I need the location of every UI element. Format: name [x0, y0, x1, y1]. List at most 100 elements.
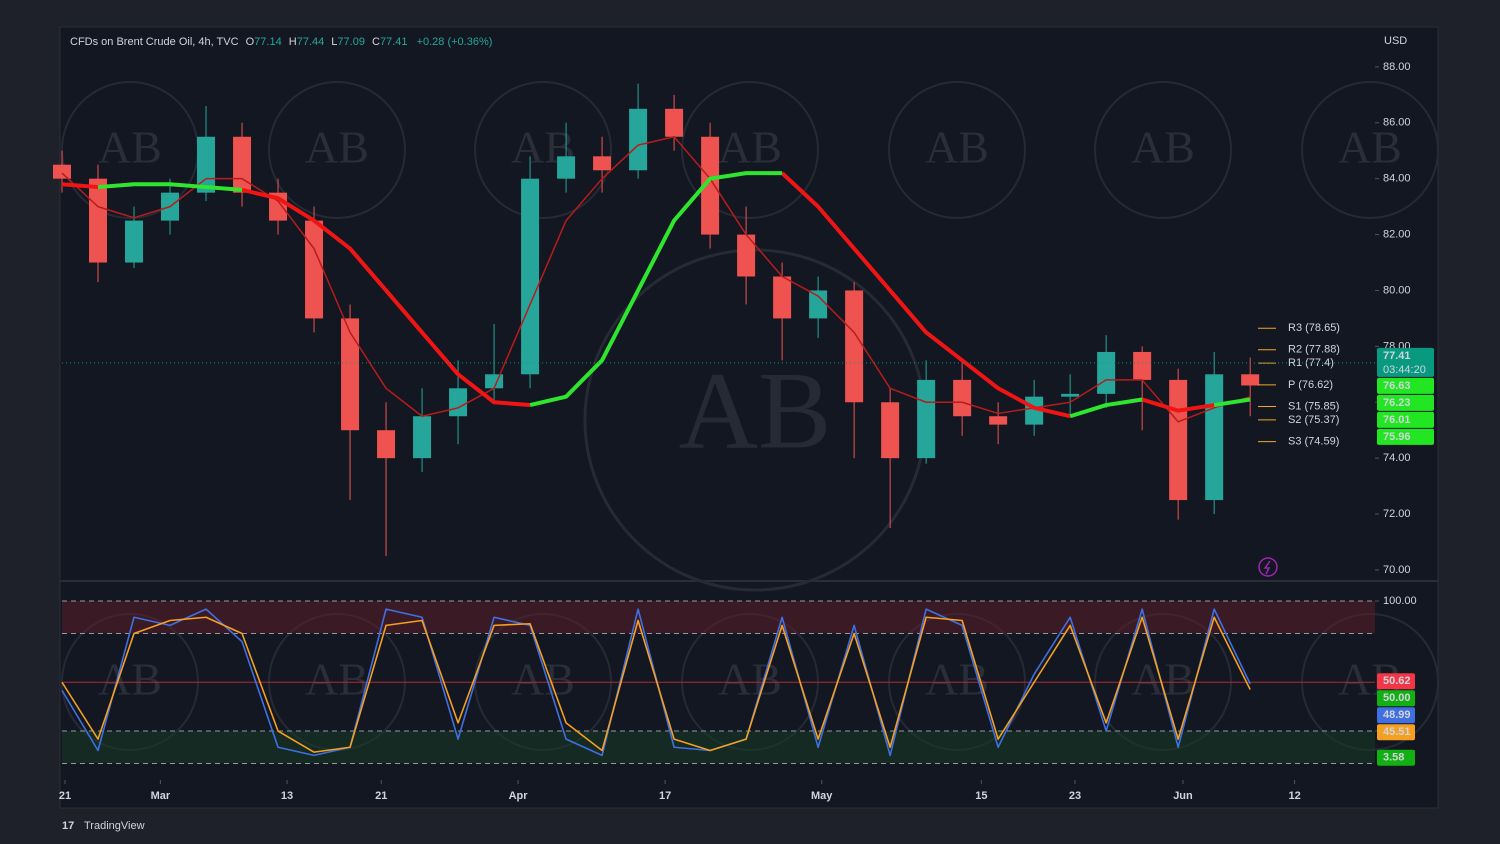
watermark-ring	[268, 81, 406, 219]
watermark: AB	[98, 654, 162, 705]
x-tick-label: May	[811, 790, 833, 802]
logo-mark[interactable]: 17	[62, 820, 74, 832]
ohlc-value: 77.41	[380, 36, 408, 48]
candle-body	[881, 402, 900, 459]
alert-icon[interactable]	[1258, 557, 1278, 577]
level-label-box	[1377, 749, 1415, 766]
candle-body	[1097, 351, 1116, 394]
candle-body	[665, 108, 684, 137]
change: +0.28 (+0.36%)	[417, 36, 493, 48]
header: CFDs on Brent Crude Oil, 4h, TVC O77.14 …	[70, 36, 492, 48]
pivot-label: P (76.62)	[1288, 379, 1333, 391]
watermark: AB	[98, 122, 162, 173]
y-tick-label: 86.00	[1383, 117, 1411, 129]
level-label: 45.51	[1383, 726, 1411, 738]
level-label: 50.62	[1383, 675, 1411, 687]
candle-body	[989, 416, 1008, 425]
level-label-box	[1377, 673, 1415, 690]
alert-icon-bolt	[1263, 560, 1271, 575]
candle-body	[377, 430, 396, 459]
y-tick-label: 88.00	[1383, 61, 1411, 73]
watermark: AB	[511, 654, 575, 705]
y-tick-label: 72.00	[1383, 508, 1411, 520]
symbol: CFDs on Brent Crude Oil, 4h, TVC	[70, 36, 239, 48]
ohlc-value: 77.09	[337, 36, 365, 48]
y-tick-label: 80.00	[1383, 284, 1411, 296]
watermark: AB	[305, 654, 369, 705]
price-label-box	[1377, 347, 1434, 377]
watermark: AB	[1131, 654, 1195, 705]
candle-body	[233, 136, 252, 193]
ohlc-key: L	[331, 36, 337, 48]
ohlc-key: O	[246, 36, 255, 48]
watermark: AB	[718, 122, 782, 173]
currency: USD	[1384, 35, 1407, 47]
watermark: AB	[1338, 122, 1402, 173]
price-label-box	[1377, 428, 1434, 445]
level-label-box	[1377, 724, 1415, 741]
candle-body	[125, 220, 144, 263]
y-tick-label: 74.00	[1383, 452, 1411, 464]
ohlc-value: 77.14	[254, 36, 282, 48]
pivot-label: R3 (78.65)	[1288, 322, 1340, 334]
candle-body	[629, 108, 648, 171]
watermark: AB	[925, 122, 989, 173]
band	[62, 601, 1375, 634]
candle-body	[845, 290, 864, 403]
price-label: 76.63	[1383, 380, 1411, 392]
brand[interactable]: TradingView	[84, 820, 145, 832]
x-tick-label: 23	[1069, 790, 1081, 802]
price-label: 76.01	[1383, 414, 1411, 426]
x-tick-label: 17	[659, 790, 671, 802]
candle-body	[521, 178, 540, 375]
candle-body	[89, 178, 108, 263]
pivot-label: S3 (74.59)	[1288, 436, 1339, 448]
moving-average	[97, 171, 1251, 419]
candle-body	[701, 136, 720, 235]
pivot-label: R2 (77.88)	[1288, 344, 1340, 356]
y-tick-label: 100.00	[1383, 595, 1417, 607]
level-label: 3.58	[1383, 752, 1404, 764]
watermark-ring	[474, 81, 612, 219]
candle-body	[737, 234, 756, 277]
candle-body	[1169, 379, 1188, 501]
ohlc-value: 77.44	[297, 36, 325, 48]
candle-body	[305, 220, 324, 319]
level-label-box	[1377, 690, 1415, 707]
moving-average	[61, 136, 1251, 423]
oscillator-line	[61, 616, 1251, 753]
y-tick-label: 84.00	[1383, 173, 1411, 185]
watermark: AB	[718, 654, 782, 705]
watermark: AB	[305, 122, 369, 173]
pivot-label: S1 (75.85)	[1288, 400, 1339, 412]
x-tick-label: 21	[375, 790, 387, 802]
candle-body	[1061, 393, 1080, 397]
candle-body	[449, 388, 468, 417]
price-label-box	[1377, 411, 1434, 428]
pivot-label: S2 (75.37)	[1288, 414, 1339, 426]
x-tick-label: Jun	[1173, 790, 1193, 802]
countdown: 03:44:20	[1383, 364, 1426, 376]
candle-body	[1205, 374, 1224, 501]
watermark: AB	[1131, 122, 1195, 173]
price-label-box	[1377, 377, 1434, 394]
watermark: AB	[679, 349, 832, 471]
candle-body	[1133, 351, 1152, 380]
candle-body	[557, 156, 576, 179]
x-tick-label: 12	[1288, 790, 1300, 802]
candle-body	[773, 276, 792, 319]
ohlc-key: H	[289, 36, 297, 48]
candle-body	[1241, 374, 1260, 386]
x-tick-label: Apr	[509, 790, 529, 802]
price-label: 77.41	[1383, 350, 1411, 362]
watermark-ring	[1094, 81, 1232, 219]
y-tick-label: 82.00	[1383, 228, 1411, 240]
candle-body	[341, 318, 360, 431]
candle-body	[593, 156, 612, 171]
y-tick-label: 70.00	[1383, 564, 1411, 576]
ohlc-key: C	[372, 36, 380, 48]
x-tick-label: 13	[281, 790, 293, 802]
level-label: 50.00	[1383, 692, 1411, 704]
price-label-box	[1377, 394, 1434, 411]
